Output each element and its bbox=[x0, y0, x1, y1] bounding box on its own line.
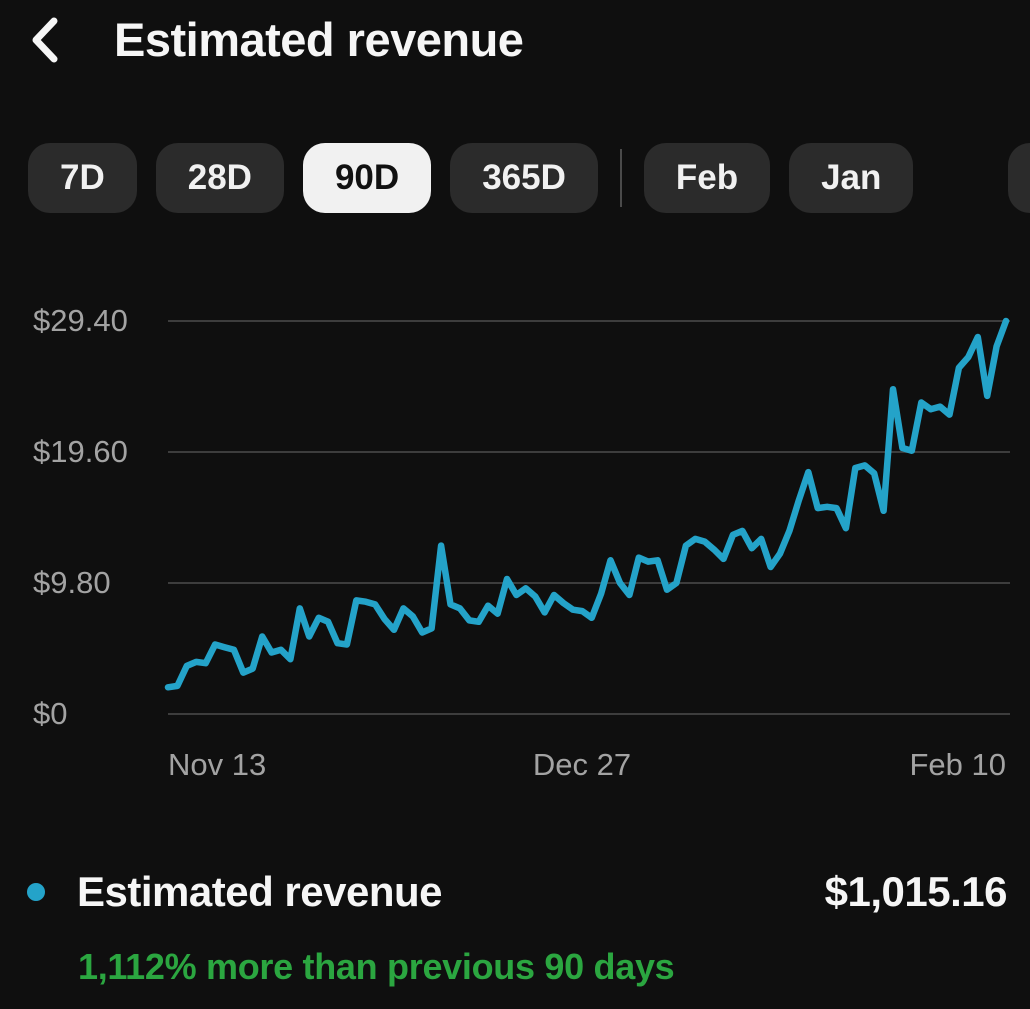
pill-90d[interactable]: 90D bbox=[302, 143, 432, 213]
y-tick-label: $9.80 bbox=[33, 565, 111, 600]
legend-row: Estimated revenue $1,015.16 bbox=[27, 868, 1008, 916]
pill-28d[interactable]: 28D bbox=[155, 143, 284, 213]
time-range-filter: 7D 28D 90D 365D Feb Jan bbox=[28, 143, 914, 213]
header: Estimated revenue bbox=[30, 12, 524, 68]
pill-feb[interactable]: Feb bbox=[643, 143, 771, 213]
metric-label: Estimated revenue bbox=[77, 868, 443, 915]
delta-text: 1,112% more than previous 90 days bbox=[78, 946, 675, 987]
pill-divider bbox=[619, 149, 622, 207]
y-tick-label: $19.60 bbox=[33, 434, 128, 469]
x-tick-label: Nov 13 bbox=[168, 747, 267, 782]
pill-jan[interactable]: Jan bbox=[789, 143, 914, 213]
pill-7d[interactable]: 7D bbox=[28, 143, 137, 213]
metric-summary: Estimated revenue $1,015.16 1,112% more … bbox=[27, 868, 1008, 988]
y-tick-label: $29.40 bbox=[33, 303, 128, 338]
x-tick-label: Dec 27 bbox=[532, 747, 632, 782]
metric-value: $1,015.16 bbox=[824, 868, 1008, 915]
series-dot-icon bbox=[27, 883, 45, 901]
x-tick-label: Feb 10 bbox=[909, 747, 1006, 782]
y-tick-label: $0 bbox=[33, 696, 68, 731]
pill-365d[interactable]: 365D bbox=[450, 143, 598, 213]
back-chevron-icon bbox=[32, 17, 58, 63]
page-title: Estimated revenue bbox=[114, 13, 524, 66]
back-button[interactable] bbox=[30, 12, 70, 68]
revenue-line bbox=[164, 317, 1010, 691]
pill-partial-offscreen[interactable] bbox=[1008, 143, 1030, 213]
